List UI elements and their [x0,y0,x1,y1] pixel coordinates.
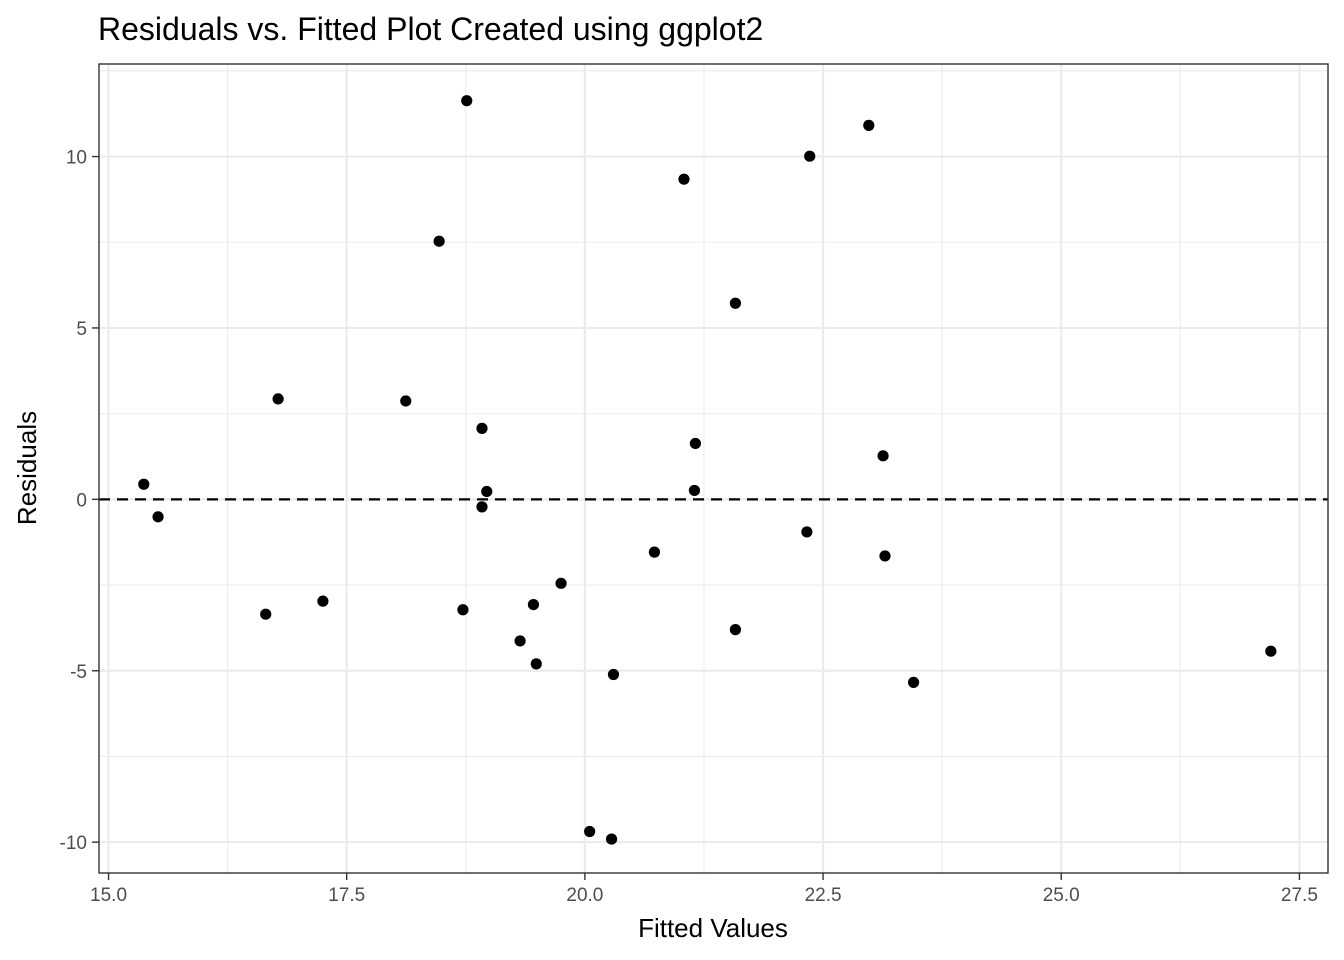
data-point [555,577,567,589]
y-tick-label: 5 [76,319,87,340]
minor-gridlines [99,64,1328,873]
data-point [607,668,620,681]
data-point [729,624,742,636]
data-point [648,546,661,558]
x-tick-label: 27.5 [1281,885,1318,906]
data-point [476,501,488,513]
x-tick-label: 20.0 [566,885,603,906]
data-point [527,598,540,611]
data-point [678,173,690,185]
data-point [514,635,526,647]
data-point [461,95,473,107]
panel-border [98,63,1329,874]
x-tick-label: 22.5 [805,885,842,906]
y-tick-label: -10 [60,833,87,854]
data-point [481,485,493,498]
y-tick-label: 10 [66,148,87,169]
data-point [689,437,701,450]
data-point [152,511,164,523]
data-point [804,150,816,162]
data-point [688,484,701,497]
data-point [907,676,920,689]
data-point [138,478,150,490]
panel-background [99,64,1328,873]
data-point [605,833,618,845]
data-point [801,526,813,538]
data-point [476,422,488,434]
data-point [272,393,284,405]
data-point [260,608,272,620]
data-point [457,604,469,616]
y-tick-label: 0 [76,490,87,511]
y-tick-label: -5 [70,662,87,683]
data-point [879,550,891,562]
x-tick-label: 25.0 [1043,885,1080,906]
x-tick-label: 17.5 [328,885,365,906]
y-axis-title: Residuals [12,411,42,525]
plot-panel [98,63,1329,874]
data-point [400,395,412,407]
data-point [317,595,329,607]
data-point [433,235,445,247]
data-point [863,119,875,131]
data-points [138,95,1277,845]
data-point [530,658,542,670]
x-tick-label: 15.0 [90,885,127,906]
x-axis: 15.0 17.5 20.0 22.5 25.0 27.5 [90,873,1318,906]
chart-title: Residuals vs. Fitted Plot Created using … [98,11,763,47]
x-axis-title: Fitted Values [638,913,788,943]
data-point [729,297,742,309]
y-axis: -10 -5 0 5 10 [60,148,99,854]
data-point [877,450,889,462]
data-point [584,825,596,838]
data-point [1265,645,1277,657]
